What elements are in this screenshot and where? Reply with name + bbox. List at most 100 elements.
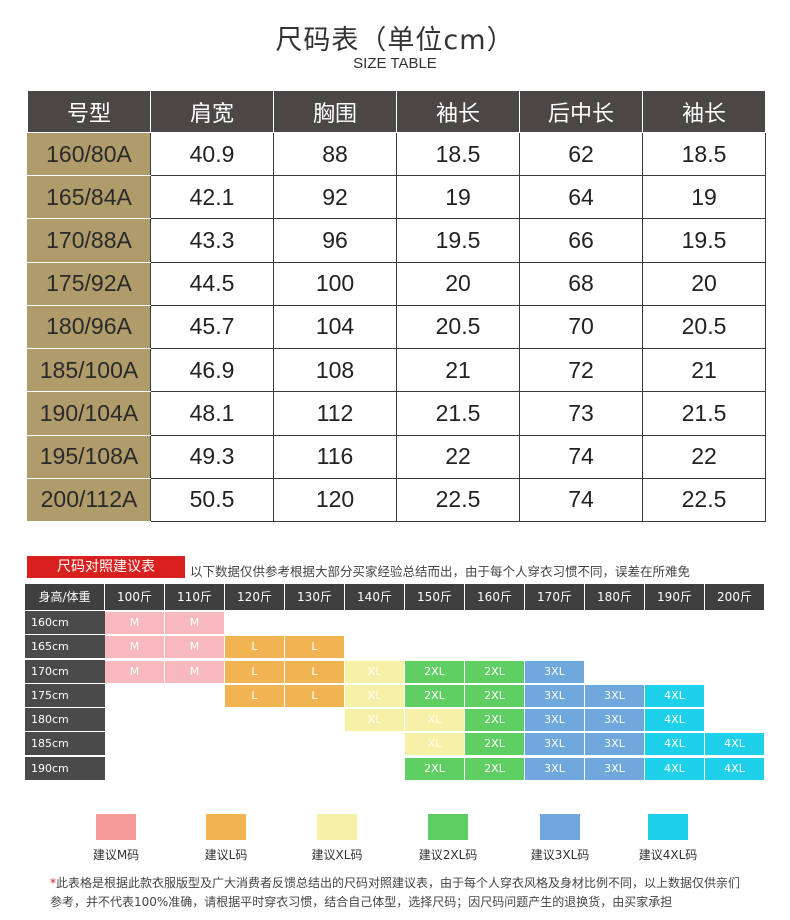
size-value-cell: 100	[273, 261, 397, 306]
size-suggestion-cell: L	[225, 660, 285, 683]
empty-cell	[585, 636, 645, 659]
reference-corner: 身高/体重	[25, 584, 105, 610]
size-suggestion-cell: M	[105, 612, 165, 634]
size-value-cell: 18.5	[396, 131, 520, 177]
empty-cell	[165, 684, 225, 707]
size-value-cell: 20.5	[396, 304, 520, 350]
size-label-cell: 200/112A	[27, 477, 151, 523]
empty-cell	[585, 660, 645, 683]
size-suggestion-cell: L	[225, 684, 285, 707]
reference-row: 165cm M M L L	[25, 634, 765, 659]
size-suggestion-cell: 3XL	[525, 684, 585, 707]
empty-cell	[165, 757, 225, 780]
height-label: 180cm	[25, 708, 105, 732]
empty-cell	[705, 612, 765, 634]
size-value-cell: 66	[519, 218, 643, 263]
reference-note: 以下数据仅供参考根据大部分买家经验总结而出，由于每个人穿衣习惯不同，误差在所难免	[190, 564, 691, 579]
size-value-cell: 50.5	[150, 477, 274, 523]
empty-cell	[285, 612, 345, 634]
size-suggestion-cell: L	[285, 660, 345, 683]
size-suggestion-cell: 4XL	[645, 709, 705, 732]
size-suggestion-cell: 2XL	[405, 660, 465, 683]
size-value-cell: 104	[273, 304, 397, 350]
height-label: 175cm	[25, 683, 105, 707]
legend-swatch	[317, 814, 357, 840]
size-suggestion-cell: 3XL	[525, 757, 585, 780]
empty-cell	[285, 709, 345, 732]
empty-cell	[225, 612, 285, 634]
size-value-cell: 46.9	[150, 348, 274, 393]
header-back-length: 后中长	[519, 90, 643, 133]
size-value-cell: 73	[519, 391, 643, 436]
legend-label: 建议4XL码	[638, 848, 698, 862]
weight-header-cell: 130斤	[285, 584, 345, 610]
size-value-cell: 45.7	[150, 304, 274, 350]
height-label: 170cm	[25, 659, 105, 683]
size-suggestion-cell: 2XL	[405, 757, 465, 780]
size-table-header-row: 号型 肩宽 胸围 袖长 后中长 袖长	[27, 90, 766, 133]
empty-cell	[345, 636, 405, 659]
empty-cell	[165, 733, 225, 756]
size-label-cell: 175/92A	[27, 261, 151, 306]
header-chest: 胸围	[273, 90, 397, 133]
size-suggestion-cell: M	[165, 660, 225, 683]
size-value-cell: 20	[642, 261, 766, 306]
empty-cell	[225, 757, 285, 780]
header-shoulder: 肩宽	[150, 90, 274, 133]
weight-header-cell: 110斤	[165, 584, 225, 610]
size-label-cell: 180/96A	[27, 304, 151, 350]
empty-cell	[705, 684, 765, 707]
size-value-cell: 116	[273, 434, 397, 479]
size-value-cell: 62	[519, 131, 643, 177]
size-suggestion-cell: M	[105, 660, 165, 683]
weight-header-cell: 140斤	[345, 584, 405, 610]
size-suggestion-cell: 3XL	[585, 709, 645, 732]
empty-cell	[345, 757, 405, 780]
size-suggestion-cell: XL	[345, 660, 405, 683]
empty-cell	[285, 757, 345, 780]
size-value-cell: 42.1	[150, 175, 274, 220]
empty-cell	[585, 612, 645, 634]
size-suggestion-cell: 2XL	[405, 684, 465, 707]
legend-label: 建议2XL码	[418, 848, 478, 862]
size-suggestion-cell: 4XL	[645, 733, 705, 756]
size-value-cell: 21	[396, 348, 520, 393]
size-suggestion-cell: 3XL	[525, 660, 585, 683]
empty-cell	[225, 709, 285, 732]
size-legend: 建议M码 建议L码 建议XL码 建议2XL码 建议3XL码 建议4XL码	[0, 814, 790, 864]
size-value-cell: 40.9	[150, 131, 274, 177]
size-value-cell: 22.5	[642, 477, 766, 523]
size-table-row: 175/92A 44.5 100 20 68 20	[27, 261, 766, 306]
size-suggestion-cell: 2XL	[465, 757, 525, 780]
legend-swatch	[648, 814, 688, 840]
reference-row: 180cm XL XL 2XL 3XL 3XL 4XL	[25, 707, 765, 732]
weight-header-cell: 200斤	[705, 584, 765, 610]
legend-label: 建议L码	[204, 848, 248, 862]
size-label-cell: 190/104A	[27, 391, 151, 436]
size-table-row: 190/104A 48.1 112 21.5 73 21.5	[27, 391, 766, 436]
size-value-cell: 72	[519, 348, 643, 393]
size-suggestion-cell: 2XL	[465, 684, 525, 707]
empty-cell	[405, 636, 465, 659]
size-suggestion-cell: XL	[405, 733, 465, 756]
size-suggestion-cell: L	[285, 684, 345, 707]
size-table: 号型 肩宽 胸围 袖长 后中长 袖长 160/80A 40.9 88 18.5 62 18…	[27, 90, 766, 523]
height-label: 160cm	[25, 611, 105, 634]
height-label: 165cm	[25, 635, 105, 659]
empty-cell	[645, 636, 705, 659]
size-value-cell: 70	[519, 304, 643, 350]
size-table-row: 200/112A 50.5 120 22.5 74 22.5	[27, 477, 766, 523]
size-value-cell: 96	[273, 218, 397, 263]
size-value-cell: 49.3	[150, 434, 274, 479]
size-value-cell: 74	[519, 477, 643, 523]
size-value-cell: 19.5	[396, 218, 520, 263]
size-suggestion-cell: 4XL	[645, 684, 705, 707]
size-table-body: 160/80A 40.9 88 18.5 62 18.5 165/84A 42.1 92 19 64…	[27, 131, 766, 523]
reference-header-row: 身高/体重 100斤 110斤 120斤 130斤 140斤 150斤 160斤 170斤 18…	[25, 584, 765, 610]
empty-cell	[285, 733, 345, 756]
size-suggestion-cell: 4XL	[645, 757, 705, 780]
footnote-text: 此表格是根据此款衣服版型及广大消费者反馈总结出的尺码对照建议表，由于每个人穿衣风…	[50, 876, 741, 909]
size-table-row: 195/108A 49.3 116 22 74 22	[27, 434, 766, 479]
size-suggestion-cell: 2XL	[465, 709, 525, 732]
size-table-row: 160/80A 40.9 88 18.5 62 18.5	[27, 131, 766, 177]
